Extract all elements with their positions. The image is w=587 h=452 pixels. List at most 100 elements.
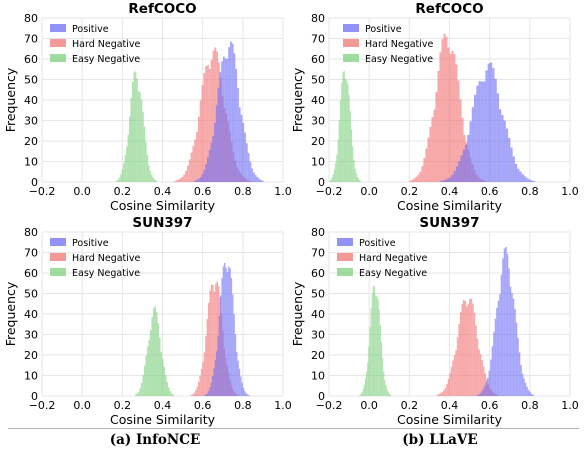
- bar-easy-negative: [148, 165, 150, 182]
- bar-easy-negative: [139, 388, 141, 396]
- bar-positive: [241, 382, 243, 396]
- bar-positive: [222, 56, 225, 182]
- bar-easy-negative: [154, 306, 156, 396]
- bar-hard-negative: [469, 298, 471, 396]
- bar-positive: [511, 292, 513, 396]
- bar-positive: [499, 109, 502, 182]
- bar-hard-negative: [476, 338, 479, 396]
- bar-hard-negative: [436, 394, 439, 396]
- bar-positive: [261, 180, 264, 182]
- chart-panel-4: 0 10 20 30 40 50 60 70 80 −0.2 0.0 0.2 0.4 0.6 0.8 1.0 S…: [290, 215, 579, 427]
- bar-easy-negative: [342, 72, 344, 182]
- bar-hard-negative: [453, 355, 456, 396]
- bar-easy-negative: [152, 177, 155, 182]
- bar-easy-negative: [152, 308, 155, 396]
- bar-positive: [228, 266, 230, 396]
- bar-hard-negative: [177, 179, 180, 182]
- bar-hard-negative: [423, 158, 426, 182]
- bar-hard-negative: [174, 180, 177, 182]
- bar-positive: [219, 72, 222, 182]
- y-tick-label: 50: [311, 288, 325, 301]
- bar-positive: [214, 122, 216, 182]
- bar-easy-negative: [160, 351, 162, 396]
- y-tick-label: 0: [318, 176, 325, 189]
- bar-positive: [517, 337, 519, 396]
- bar-positive: [478, 81, 481, 182]
- y-tick-label: 10: [24, 156, 38, 169]
- chart-title: RefCOCO: [415, 1, 483, 17]
- bar-hard-negative: [203, 73, 206, 182]
- bar-easy-negative: [336, 154, 338, 182]
- y-tick-label: 60: [311, 53, 325, 66]
- y-tick-label: 70: [24, 33, 38, 46]
- bar-positive: [496, 307, 498, 396]
- y-tick-label: 80: [24, 12, 38, 25]
- bar-easy-negative: [143, 126, 146, 182]
- bar-positive: [528, 179, 531, 182]
- bar-positive: [228, 47, 231, 182]
- bar-hard-negative: [196, 386, 199, 396]
- bar-positive: [233, 314, 235, 396]
- bar-hard-negative: [447, 47, 450, 183]
- bar-easy-negative: [129, 116, 131, 182]
- bar-positive: [238, 368, 241, 396]
- y-tick-label: 70: [311, 247, 325, 260]
- legend-label: Positive: [365, 24, 402, 35]
- chart-panel-2: 0 10 20 30 40 50 60 70 80 −0.2 0.0 0.2 0.4 0.6 0.8 1.0 R…: [290, 1, 579, 213]
- bar-positive: [480, 81, 484, 182]
- chart-panel-3: 0 10 20 30 40 50 60 70 80 −0.2 0.0 0.2 0.4 0.6 0.8 1.0 S…: [3, 215, 292, 427]
- bar-easy-negative: [383, 371, 385, 396]
- bar-hard-negative: [457, 80, 460, 182]
- bar-positive: [493, 332, 495, 396]
- legend-swatch: [343, 54, 359, 62]
- bar-easy-negative: [376, 295, 378, 396]
- legend-swatch: [343, 39, 359, 47]
- bar-positive: [462, 149, 465, 182]
- chart-title: RefCOCO: [128, 1, 196, 17]
- caption-divider: [8, 428, 579, 429]
- bar-positive: [207, 157, 209, 182]
- bar-easy-negative: [146, 155, 149, 182]
- bar-easy-negative: [145, 355, 147, 396]
- bar-hard-negative: [461, 118, 464, 182]
- bar-positive: [238, 107, 241, 182]
- bar-hard-negative: [431, 117, 434, 182]
- bar-positive: [530, 180, 534, 182]
- chart-panel-1: 0 10 20 30 40 50 60 70 80 −0.2 0.0 0.2 0.4 0.6 0.8 1.0 R…: [3, 1, 292, 213]
- bar-positive: [240, 114, 243, 182]
- bar-easy-negative: [390, 395, 392, 396]
- bar-positive: [499, 294, 501, 396]
- legend-label: Hard Negative: [359, 253, 428, 264]
- x-axis-label: Cosine Similarity: [110, 198, 216, 213]
- y-tick-label: 20: [311, 349, 325, 362]
- bar-hard-negative: [444, 388, 447, 396]
- bar-hard-negative: [207, 64, 209, 182]
- bar-positive: [503, 120, 506, 182]
- bar-positive: [213, 368, 215, 396]
- bar-hard-negative: [206, 318, 209, 396]
- bar-positive: [514, 163, 518, 182]
- y-axis-label: Frequency: [3, 67, 18, 132]
- caption-left: (a) InfoNCE: [109, 432, 201, 448]
- chart-title: SUN397: [419, 215, 479, 231]
- y-tick-label: 80: [24, 226, 38, 239]
- bar-easy-negative: [133, 72, 135, 182]
- bar-easy-negative: [352, 146, 354, 182]
- bar-easy-negative: [359, 395, 361, 396]
- legend-swatch: [50, 253, 66, 261]
- bar-positive: [521, 174, 524, 182]
- bar-easy-negative: [130, 97, 132, 182]
- bar-positive: [222, 266, 225, 396]
- bar-positive: [491, 346, 494, 396]
- bar-hard-negative: [453, 54, 456, 182]
- bar-hard-negative: [203, 352, 206, 396]
- bar-hard-negative: [208, 302, 210, 396]
- bar-positive: [248, 395, 250, 396]
- bar-easy-negative: [347, 83, 349, 182]
- bar-positive: [533, 181, 536, 182]
- bar-positive: [251, 168, 254, 182]
- bar-easy-negative: [134, 71, 137, 182]
- bar-easy-negative: [386, 389, 388, 396]
- bar-hard-negative: [433, 109, 436, 182]
- bar-hard-negative: [449, 53, 452, 183]
